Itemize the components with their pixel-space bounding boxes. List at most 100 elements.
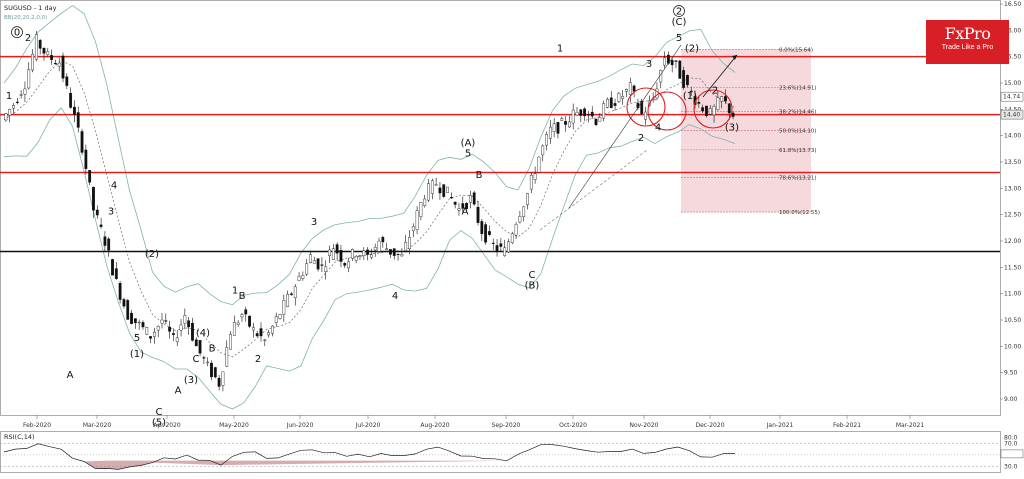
middle-band: [3, 60, 736, 358]
y-tick-label: 15.50: [1004, 54, 1021, 61]
y-tick-label: 12.00: [1004, 238, 1021, 245]
candle-body: [236, 322, 240, 325]
wave-label: (1): [683, 91, 697, 102]
candle-body: [15, 101, 19, 103]
candle-body: [84, 149, 88, 169]
candle-body: [385, 248, 389, 250]
candle-body: [23, 88, 27, 95]
x-tick-label: Mar-2021: [896, 422, 925, 429]
candle-body: [518, 216, 522, 223]
candle-body: [716, 97, 720, 110]
candle-body: [545, 134, 548, 146]
candle-body: [628, 82, 632, 95]
channel-line: [539, 149, 648, 231]
x-tick-label: Sep-2020: [492, 422, 521, 429]
wave-label: (A): [461, 138, 476, 149]
wave-label: 4: [111, 180, 117, 191]
candle-body: [423, 198, 427, 206]
candle-body: [149, 336, 152, 339]
rsi-tick-label: 70.0: [1004, 440, 1018, 447]
candle-body: [259, 328, 263, 337]
x-tick-label: Apr-2020: [153, 422, 181, 429]
candle-body: [476, 206, 480, 223]
candle-body: [724, 96, 727, 102]
fxpro-logo: FxPro Trade Like a Pro: [926, 20, 1009, 64]
candle-body: [92, 187, 95, 211]
candle-body: [38, 40, 42, 49]
y-tick-label: 9.50: [1004, 370, 1018, 377]
candle-body: [31, 54, 34, 71]
candle-body: [358, 255, 362, 257]
rsi-label: RSI(C,14): [4, 433, 35, 441]
y-tick-label: 10.00: [1004, 343, 1021, 350]
candle-body: [430, 180, 434, 194]
annotations: [539, 44, 738, 231]
candle-body: [282, 300, 286, 315]
candle-body: [251, 327, 255, 331]
candle-body: [191, 322, 194, 341]
wave-label: C: [193, 354, 200, 365]
candle-body: [548, 126, 552, 139]
wave-circle: [673, 5, 685, 17]
candle-body: [537, 156, 541, 173]
candle-body: [175, 337, 179, 343]
candle-body: [682, 70, 686, 88]
candle-body: [331, 248, 335, 260]
candle-body: [625, 89, 628, 92]
candle-body: [350, 249, 354, 259]
candle-body: [320, 264, 324, 266]
candle-body: [286, 293, 290, 307]
candle-body: [575, 112, 579, 116]
fib-label: 100.0%(12.55): [779, 210, 820, 216]
trend-line: [568, 44, 682, 209]
candle-body: [61, 55, 65, 79]
candle-body: [290, 293, 293, 295]
candle-body: [206, 361, 210, 364]
x-axis: Feb-2020 Mar-2020 Apr-2020 May-2020 Jun-2020…: [23, 415, 924, 429]
candle-body: [609, 97, 613, 109]
candle-body: [411, 226, 415, 232]
candle-body: [731, 112, 735, 117]
y-tick-label: 14.00: [1004, 133, 1021, 140]
y-axis: 16.50 16.00 15.50 15.00 14.50 14.00 13.50 13.00…: [1000, 1, 1024, 403]
candle-body: [670, 60, 674, 66]
candle-body: [590, 111, 594, 117]
candle-body: [255, 333, 259, 337]
candle-body: [179, 324, 183, 331]
rsi-line: [3, 443, 735, 470]
wave-label: 4: [655, 122, 661, 133]
y-tick-label: 10.50: [1004, 317, 1021, 324]
x-tick-label: Feb-2021: [833, 422, 861, 429]
wave-label: A: [462, 207, 469, 218]
wave-label: B: [209, 344, 216, 355]
candle-body: [720, 96, 724, 102]
fib-label: 50.0%(14.10): [779, 128, 817, 134]
candle-body: [602, 103, 606, 119]
candle-body: [377, 240, 381, 252]
candle-body: [210, 362, 213, 378]
fib-label: 0.0%(15.64): [779, 47, 813, 53]
candle-body: [19, 94, 23, 96]
candle-body: [510, 233, 514, 244]
wave-label: B: [239, 291, 246, 302]
candle-body: [76, 112, 80, 128]
candle-body: [172, 333, 175, 335]
highlight-circle: [626, 87, 666, 127]
candle-body: [560, 118, 564, 121]
candle-body: [427, 183, 430, 201]
candle-body: [567, 121, 571, 128]
main-panel: [0, 0, 1001, 416]
wave-label: 4: [392, 291, 398, 302]
candle-body: [678, 60, 682, 79]
candle-body: [488, 231, 491, 235]
wave-label: 5: [465, 149, 471, 160]
fib-label: 38.2%(14.46): [779, 109, 817, 115]
candle-body: [495, 245, 499, 251]
candle-body: [187, 320, 191, 328]
candle-body: [366, 249, 369, 255]
price-tag: [1000, 109, 1024, 120]
candle-body: [164, 320, 168, 322]
candle-body: [301, 275, 305, 279]
candle-body: [644, 111, 647, 120]
